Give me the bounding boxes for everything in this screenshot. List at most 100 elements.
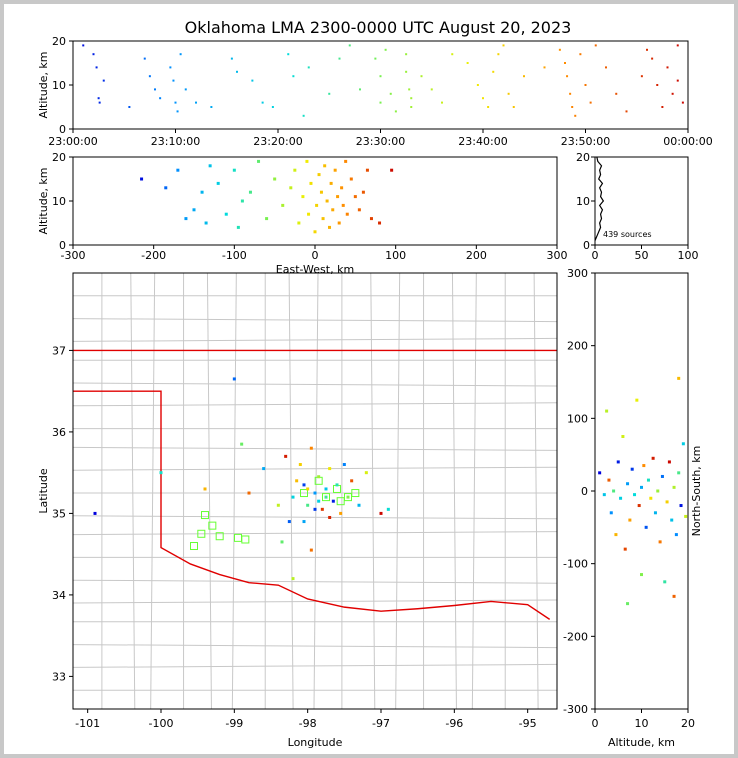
time-altitude-point <box>558 48 561 51</box>
plan-view-point <box>247 491 251 495</box>
ew-altitude-point <box>328 225 332 229</box>
time-altitude-point <box>172 79 175 82</box>
plan-view-point <box>342 463 346 467</box>
plan-view-point <box>313 507 317 511</box>
plan-view-point <box>309 446 313 450</box>
ew-altitude-point <box>236 225 240 229</box>
ew-altitude-point <box>390 168 394 172</box>
time-altitude-point <box>410 106 413 108</box>
ns-altitude-point <box>633 493 637 497</box>
plan-view-point <box>379 511 383 515</box>
ns-altitude-frame <box>594 272 689 710</box>
ew-altitude-point <box>313 230 317 234</box>
time-altitude-point <box>97 97 100 100</box>
time-altitude-point <box>451 53 454 56</box>
plan-view-point <box>203 487 207 491</box>
ew-altitude-point <box>325 199 329 203</box>
time-altitude-point <box>666 66 669 69</box>
x-axis-label: Longitude <box>288 736 343 749</box>
ns-altitude-point <box>674 533 678 537</box>
time-altitude-point <box>594 44 597 47</box>
ew-altitude-point <box>301 195 305 199</box>
ew-altitude-point <box>200 190 204 194</box>
ns-altitude-point <box>637 504 641 508</box>
y-axis-label: Altitude, km <box>37 51 50 118</box>
ns-altitude-point <box>642 464 646 468</box>
time-altitude-point <box>379 75 382 78</box>
time-altitude-point <box>584 84 587 86</box>
county-boundary <box>72 599 558 604</box>
county-boundary <box>72 663 558 668</box>
time-altitude-point <box>154 88 156 91</box>
time-altitude-point <box>656 84 659 86</box>
county-boundary <box>72 531 558 536</box>
state-border <box>73 349 557 620</box>
time-altitude-point <box>615 92 618 95</box>
ew-altitude-point <box>289 186 293 190</box>
time-altitude-point <box>176 110 179 113</box>
ns-altitude-point <box>667 460 671 464</box>
y-tick-label: 36 <box>52 426 66 439</box>
time-altitude-point <box>95 66 98 69</box>
ew-altitude-point <box>232 168 236 172</box>
county-boundary <box>150 272 156 710</box>
ew-altitude-point <box>369 217 373 221</box>
plan-view-point <box>287 520 291 524</box>
altitude-histogram-line <box>594 156 605 241</box>
time-altitude-point <box>408 88 411 91</box>
ew-altitude-point <box>344 159 348 163</box>
plan-view-point <box>335 483 339 487</box>
time-altitude-point <box>394 110 397 113</box>
time-altitude-point <box>487 106 490 108</box>
time-altitude-point <box>625 110 628 113</box>
time-altitude-point <box>302 114 305 117</box>
ns-altitude-point <box>672 594 676 598</box>
time-altitude-point <box>374 57 377 60</box>
time-altitude-point <box>492 70 495 73</box>
ew-altitude-point <box>329 181 333 185</box>
time-altitude-point <box>195 101 197 104</box>
lma-station-marker <box>190 542 198 551</box>
time-altitude-point <box>410 97 413 100</box>
y-tick-label: 35 <box>52 507 66 520</box>
plan-view-point <box>317 475 321 479</box>
county-boundary <box>231 272 237 710</box>
x-axis-label: East-West, km <box>276 263 354 276</box>
ew-altitude-point <box>345 212 349 216</box>
time-altitude-point <box>307 66 310 69</box>
ns-altitude-point <box>665 500 669 504</box>
ns-altitude-point <box>684 514 688 518</box>
ns-altitude-point <box>663 580 667 584</box>
plan-view-point <box>298 463 302 467</box>
ew-altitude-point <box>140 177 144 181</box>
time-altitude-point <box>605 66 607 69</box>
time-altitude-point <box>261 101 264 104</box>
plan-view-point <box>331 499 335 503</box>
ns-altitude-point <box>677 471 681 475</box>
ew-altitude-point <box>281 203 285 207</box>
x-tick-label: 200 <box>466 249 487 262</box>
y-tick-label: 20 <box>52 35 66 48</box>
x-tick-label: 23:40:00 <box>458 135 507 148</box>
time-altitude-point <box>328 92 331 95</box>
time-altitude-point <box>589 101 592 104</box>
plan-view-point <box>313 491 317 495</box>
ns-altitude-point <box>658 540 662 544</box>
time-altitude-point <box>236 70 238 73</box>
ew-altitude-point <box>357 208 361 212</box>
time-altitude-point <box>671 92 674 95</box>
ns-altitude-point <box>670 518 674 522</box>
ew-altitude-point <box>265 217 269 221</box>
x-tick-label: -99 <box>225 717 243 730</box>
ew-altitude-point <box>224 212 228 216</box>
plan-view-point <box>284 454 288 458</box>
plan-view-point <box>291 577 295 581</box>
lma-station-marker <box>201 511 209 520</box>
ew-altitude-point <box>317 173 321 177</box>
time-altitude-point <box>405 53 408 56</box>
ns-altitude-point <box>626 602 630 606</box>
time-altitude-point <box>651 57 654 60</box>
plan-view-point <box>346 495 350 499</box>
y-tick-label: 300 <box>567 267 588 280</box>
y-tick-label: 37 <box>52 344 66 357</box>
